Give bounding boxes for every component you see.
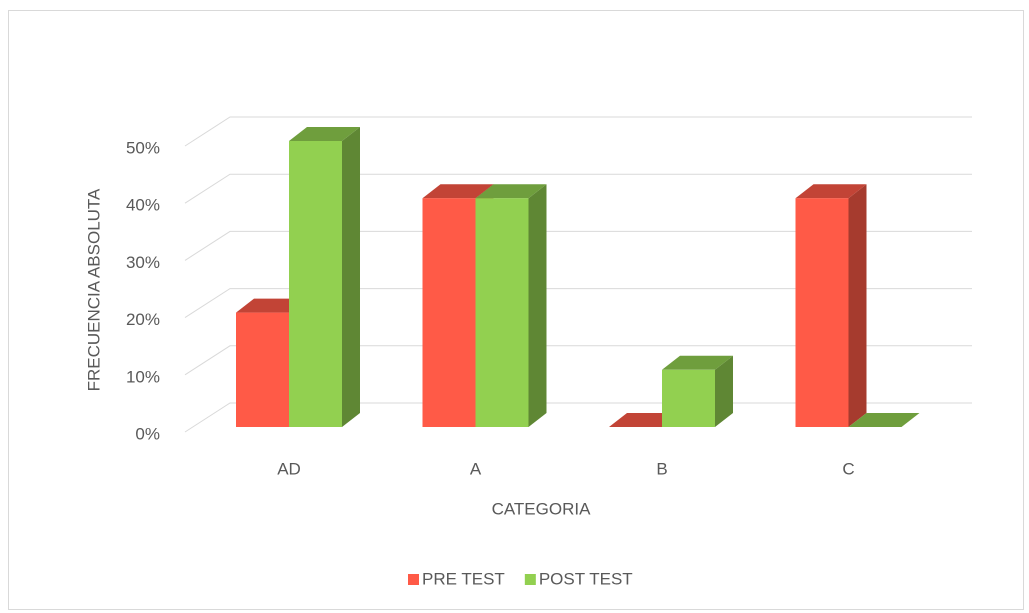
- x-tick-label: A: [470, 459, 482, 478]
- bar-front: [236, 312, 289, 427]
- bar: [289, 127, 360, 427]
- bar-top: [475, 184, 547, 199]
- bar-top: [422, 184, 494, 199]
- y-tick-label: 10%: [126, 367, 160, 386]
- bar-top: [662, 355, 733, 370]
- grid-line: [184, 345, 972, 376]
- grid-line: [184, 230, 972, 261]
- x-tick-label: AD: [277, 459, 301, 478]
- x-axis-title: CATEGORIA: [492, 499, 592, 518]
- legend-swatch: [524, 574, 536, 585]
- bar-front: [795, 198, 849, 427]
- grid-line: [184, 173, 972, 204]
- grid-line: [184, 116, 972, 147]
- bar-side: [848, 184, 867, 427]
- legend-label: POST TEST: [539, 569, 633, 588]
- grid-line: [184, 288, 972, 319]
- y-tick-label: 50%: [126, 138, 160, 157]
- bar-side: [528, 184, 547, 427]
- bar-top: [795, 184, 867, 199]
- x-tick-label: C: [842, 459, 854, 478]
- y-tick-label: 0%: [135, 424, 160, 443]
- bar-top: [848, 413, 920, 427]
- bar-front: [422, 198, 476, 427]
- bar: [795, 184, 867, 427]
- bar-front: [662, 369, 715, 427]
- x-tick-label: B: [656, 459, 667, 478]
- bar-side: [715, 355, 733, 427]
- bar: [848, 413, 920, 427]
- bar-side: [342, 127, 360, 427]
- y-tick-label: 20%: [126, 310, 160, 329]
- bar-top: [289, 127, 360, 141]
- bar-front: [289, 141, 342, 427]
- bar: [475, 184, 547, 427]
- y-axis-title: FRECUENCIA ABSOLUTA: [84, 188, 103, 391]
- y-tick-label: 30%: [126, 253, 160, 272]
- legend-label: PRE TEST: [422, 569, 505, 588]
- legend-swatch: [408, 574, 419, 585]
- bar: [662, 355, 733, 427]
- y-tick-label: 40%: [126, 196, 160, 215]
- bar-front: [475, 198, 529, 427]
